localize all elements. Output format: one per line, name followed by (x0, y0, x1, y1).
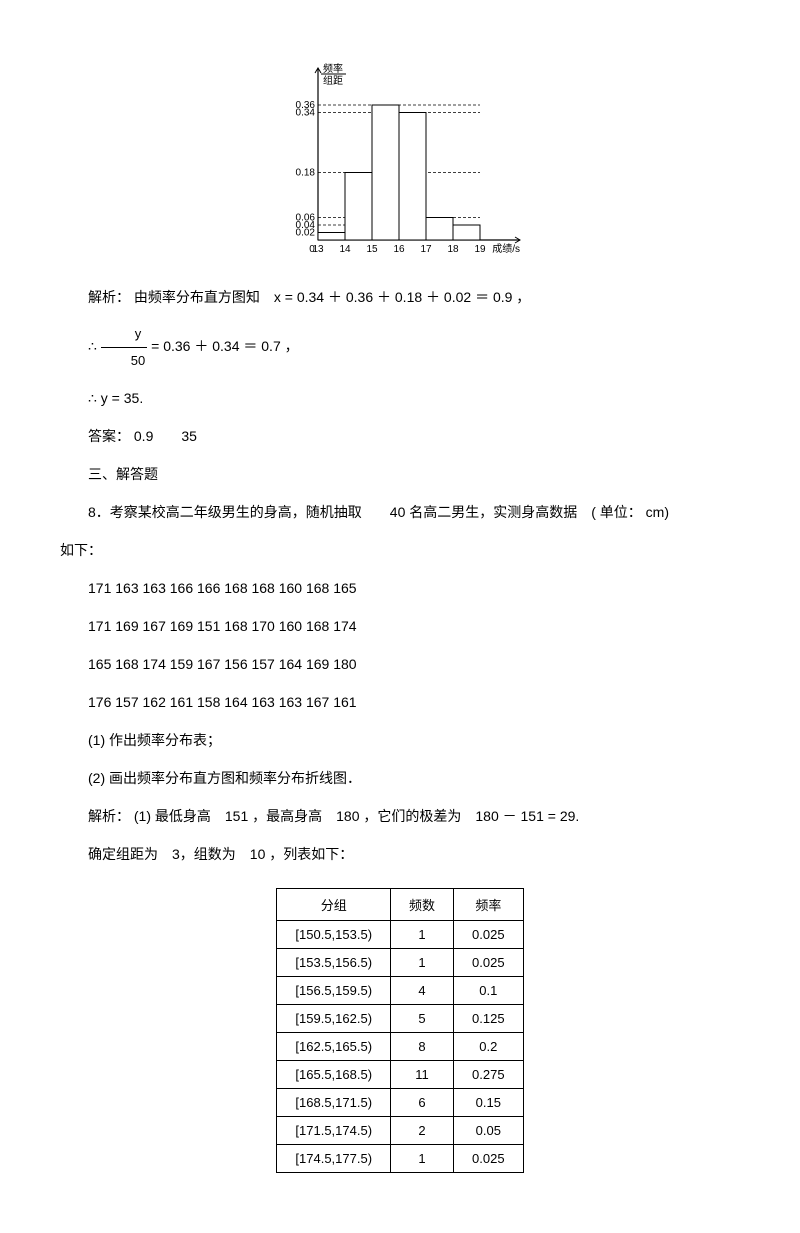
table-row: [150.5,153.5)10.025 (277, 921, 523, 949)
svg-text:0.02: 0.02 (296, 228, 316, 239)
solution-line-1: 解析： (1) 最低身高 151 ，最高身高 180 ，它们的极差为 180 －… (60, 802, 740, 830)
table-cell: 0.15 (454, 1089, 524, 1117)
svg-text:18: 18 (447, 244, 459, 255)
table-header-row: 分组 频数 频率 (277, 889, 523, 921)
table-cell: [168.5,171.5) (277, 1089, 391, 1117)
table-cell: 0.275 (454, 1061, 524, 1089)
table-cell: 8 (391, 1033, 454, 1061)
table-cell: [159.5,162.5) (277, 1005, 391, 1033)
table-cell: [150.5,153.5) (277, 921, 391, 949)
data-row-2: 171 169 167 169 151 168 170 160 168 174 (60, 612, 740, 640)
svg-text:频率: 频率 (323, 62, 343, 75)
table-cell: 4 (391, 977, 454, 1005)
table-row: [153.5,156.5)10.025 (277, 949, 523, 977)
col-header-count: 频数 (391, 889, 454, 921)
table-row: [165.5,168.5)110.275 (277, 1061, 523, 1089)
question-8: 8．考察某校高二年级男生的身高，随机抽取 40 名高二男生，实测身高数据 ( 单… (60, 498, 740, 526)
table-cell: 1 (391, 921, 454, 949)
data-row-3: 165 168 174 159 167 156 157 164 169 180 (60, 650, 740, 678)
table-cell: [156.5,159.5) (277, 977, 391, 1005)
table-cell: 1 (391, 1145, 454, 1173)
svg-text:组距: 组距 (323, 74, 343, 87)
table-row: [156.5,159.5)40.1 (277, 977, 523, 1005)
table-row: [174.5,177.5)10.025 (277, 1145, 523, 1173)
table-cell: 0.025 (454, 921, 524, 949)
svg-text:14: 14 (339, 244, 351, 255)
svg-text:15: 15 (366, 244, 378, 255)
equation-suffix: = 0.36 ＋ 0.34 ＝ 0.7 ， (147, 338, 298, 354)
histogram-chart: 频率组距0.360.340.180.060.040.02013141516171… (270, 60, 530, 260)
frequency-table: 分组 频数 频率 [150.5,153.5)10.025[153.5,156.5… (276, 888, 523, 1173)
table-cell: 2 (391, 1117, 454, 1145)
table-cell: 5 (391, 1005, 454, 1033)
table-cell: [162.5,165.5) (277, 1033, 391, 1061)
solution-line-2: 确定组距为 3，组数为 10 ，列表如下： (60, 840, 740, 868)
table-row: [171.5,174.5)20.05 (277, 1117, 523, 1145)
sub-question-1: (1) 作出频率分布表； (60, 726, 740, 754)
page-container: 频率组距0.360.340.180.060.040.02013141516171… (0, 0, 800, 1233)
table-row: [159.5,162.5)50.125 (277, 1005, 523, 1033)
fraction: y50 (101, 321, 147, 374)
table-cell: 11 (391, 1061, 454, 1089)
svg-text:17: 17 (420, 244, 432, 255)
table-cell: 0.025 (454, 949, 524, 977)
table-cell: [153.5,156.5) (277, 949, 391, 977)
table-cell: 0.05 (454, 1117, 524, 1145)
table-cell: 6 (391, 1089, 454, 1117)
therefore-prefix: ∴ (88, 338, 101, 354)
table-row: [162.5,165.5)80.2 (277, 1033, 523, 1061)
fraction-denominator: 50 (101, 348, 147, 374)
table-cell: [174.5,177.5) (277, 1145, 391, 1173)
table-row: [168.5,171.5)60.15 (277, 1089, 523, 1117)
svg-text:0.18: 0.18 (296, 168, 316, 179)
data-row-4: 176 157 162 161 158 164 163 163 167 161 (60, 688, 740, 716)
question-8-cont: 如下： (60, 536, 740, 564)
analysis-line-1: 解析： 由频率分布直方图知 x = 0.34 ＋ 0.36 ＋ 0.18 ＋ 0… (60, 283, 740, 311)
fraction-numerator: y (101, 321, 147, 348)
svg-text:19: 19 (474, 244, 486, 255)
table-cell: 0.1 (454, 977, 524, 1005)
sub-question-2: (2) 画出频率分布直方图和频率分布折线图． (60, 764, 740, 792)
analysis-line-3: ∴ y = 35. (60, 384, 740, 412)
table-cell: 1 (391, 949, 454, 977)
col-header-freq: 频率 (454, 889, 524, 921)
svg-text:13: 13 (312, 244, 324, 255)
table-cell: [165.5,168.5) (277, 1061, 391, 1089)
analysis-line-2: ∴ y50 = 0.36 ＋ 0.34 ＝ 0.7 ， (60, 321, 740, 374)
data-row-1: 171 163 163 166 166 168 168 160 168 165 (60, 574, 740, 602)
table-cell: [171.5,174.5) (277, 1117, 391, 1145)
col-header-group: 分组 (277, 889, 391, 921)
svg-text:0.34: 0.34 (296, 108, 316, 119)
histogram-container: 频率组距0.360.340.180.060.040.02013141516171… (60, 60, 740, 263)
answer-line: 答案： 0.9 35 (60, 422, 740, 450)
svg-text:16: 16 (393, 244, 405, 255)
section-heading: 三、解答题 (60, 460, 740, 488)
table-cell: 0.025 (454, 1145, 524, 1173)
table-cell: 0.125 (454, 1005, 524, 1033)
table-cell: 0.2 (454, 1033, 524, 1061)
svg-text:成绩/s: 成绩/s (492, 242, 520, 255)
